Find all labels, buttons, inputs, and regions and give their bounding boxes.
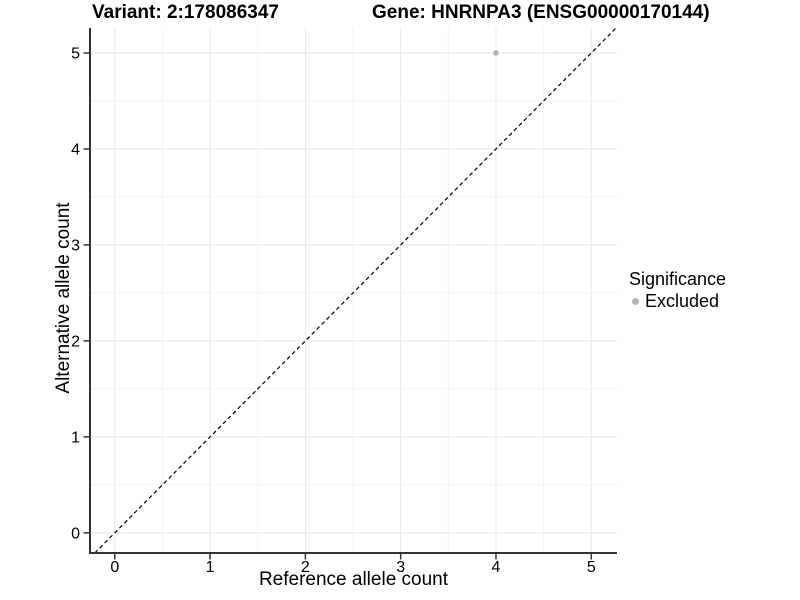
y-tick-label: 0: [71, 525, 80, 542]
x-tick-label: 4: [492, 559, 501, 576]
legend-entry-label: Excluded: [645, 290, 720, 311]
x-tick-label: 0: [110, 559, 119, 576]
plot-title-gene: Gene: HNRNPA3 (ENSG00000170144): [372, 2, 710, 23]
legend-point-icon: [632, 297, 639, 305]
y-tick-label: 5: [71, 45, 80, 62]
identity-line: [94, 27, 617, 554]
plot-title-variant: Variant: 2:178086347: [92, 2, 279, 23]
x-tick-label: 5: [587, 559, 596, 576]
y-tick-label: 3: [71, 237, 80, 254]
y-tick-label: 4: [71, 141, 80, 158]
legend: Significance Excluded: [629, 269, 726, 312]
x-tick-label: 1: [206, 559, 215, 576]
x-axis-title: Reference allele count: [258, 569, 449, 590]
legend-title: Significance: [629, 269, 727, 289]
x-tick-label: 2: [301, 559, 310, 576]
y-tick-label: 1: [71, 429, 80, 446]
x-tick-label: 3: [396, 559, 405, 576]
data-point: [493, 50, 499, 56]
legend-entry-excluded: Excluded: [632, 290, 726, 312]
y-axis-title: Alternative allele count: [53, 202, 74, 394]
y-tick-label: 2: [71, 333, 80, 350]
